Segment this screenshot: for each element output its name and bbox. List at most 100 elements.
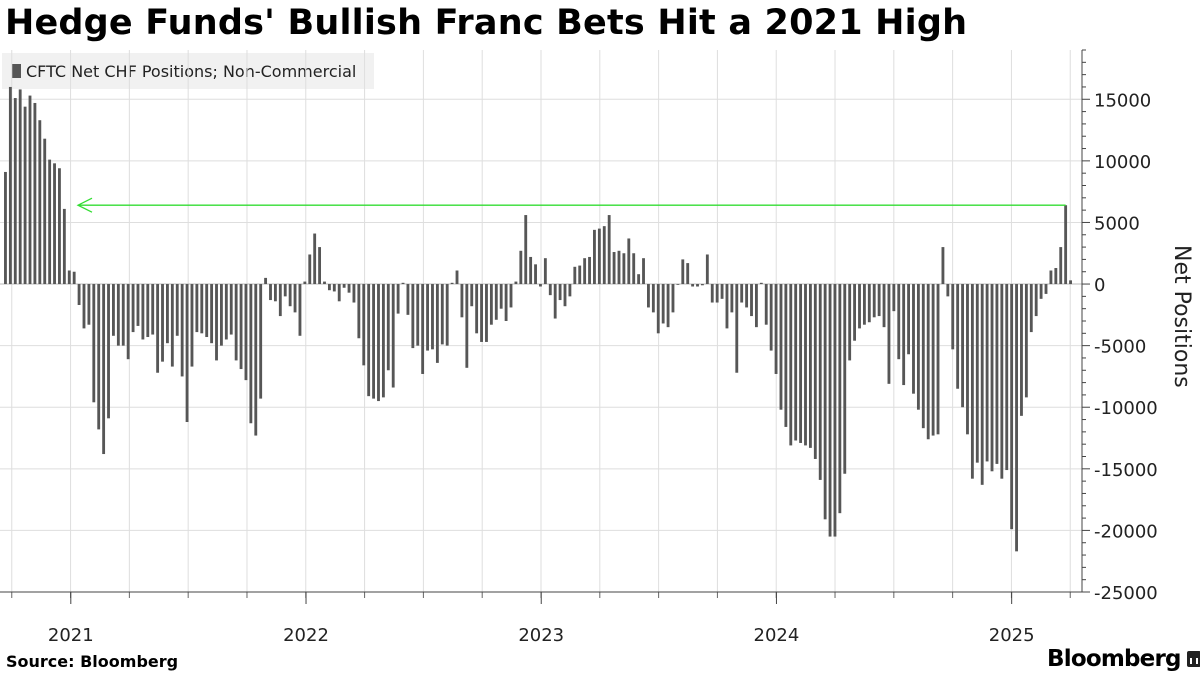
bar xyxy=(161,284,164,362)
bar xyxy=(985,284,989,462)
bar xyxy=(907,284,910,355)
bar xyxy=(480,284,483,342)
bar xyxy=(352,284,356,303)
bar xyxy=(539,284,542,287)
bar xyxy=(406,284,410,315)
bar xyxy=(126,284,130,360)
bar xyxy=(8,86,12,285)
bar xyxy=(926,284,930,440)
bar xyxy=(951,284,955,350)
bar xyxy=(151,284,155,335)
bars xyxy=(4,86,1072,552)
bar xyxy=(882,284,886,328)
bar xyxy=(553,284,557,319)
bar xyxy=(195,284,199,333)
bar xyxy=(740,284,744,303)
bar xyxy=(327,284,331,291)
bar xyxy=(303,281,307,285)
bar xyxy=(1010,284,1014,530)
y-tick-label: -15000 xyxy=(1094,460,1158,481)
bar xyxy=(828,284,832,537)
bar xyxy=(431,284,434,350)
bar xyxy=(990,284,994,472)
bar xyxy=(632,253,636,285)
bar xyxy=(249,284,253,424)
source-note: Source: Bloomberg xyxy=(6,652,179,671)
bar xyxy=(568,284,572,297)
bar xyxy=(1039,284,1043,299)
y-tick-label: 15000 xyxy=(1094,90,1151,111)
bar xyxy=(219,284,223,346)
bar xyxy=(602,226,606,285)
bar xyxy=(543,258,547,285)
bar xyxy=(234,284,238,361)
y-tick-label: -25000 xyxy=(1094,583,1158,604)
bar xyxy=(323,281,326,285)
bar xyxy=(102,284,106,455)
bar xyxy=(190,284,194,367)
y-tick-label: -20000 xyxy=(1094,521,1158,542)
bar xyxy=(843,284,847,474)
bar xyxy=(489,284,493,325)
bar xyxy=(887,284,891,384)
bar xyxy=(548,284,552,296)
bar xyxy=(656,284,660,334)
bar xyxy=(558,284,562,301)
bar xyxy=(215,284,218,361)
bar xyxy=(210,284,214,344)
axes xyxy=(0,49,1090,604)
bar xyxy=(823,284,827,520)
bar xyxy=(534,264,537,285)
bar xyxy=(779,284,783,410)
bar xyxy=(416,284,420,346)
bar xyxy=(642,258,645,285)
bar xyxy=(941,247,945,285)
bar xyxy=(347,284,351,293)
bar xyxy=(43,138,47,285)
bar xyxy=(858,284,861,329)
bar xyxy=(813,284,817,459)
legend-label: CFTC Net CHF Positions; Non-Commercial xyxy=(26,61,357,81)
bar xyxy=(956,284,960,389)
bar xyxy=(681,259,685,285)
bar xyxy=(264,277,268,285)
bar xyxy=(141,284,145,340)
y-tick-label: 5000 xyxy=(1094,213,1140,234)
bar xyxy=(799,284,803,443)
bar xyxy=(1000,284,1004,479)
bar xyxy=(627,238,631,285)
bar xyxy=(229,284,233,335)
bar xyxy=(745,284,749,308)
bar xyxy=(62,208,66,285)
bar xyxy=(916,284,920,410)
bar xyxy=(853,284,857,341)
bar xyxy=(735,284,739,373)
x-tick-label: 2022 xyxy=(283,625,329,646)
y-axis-title: Net Positions xyxy=(1169,245,1194,388)
bar xyxy=(867,284,871,323)
bar xyxy=(391,284,395,388)
bar xyxy=(892,284,896,312)
bar xyxy=(283,284,287,297)
bar xyxy=(754,284,758,328)
bar xyxy=(946,284,950,297)
bar xyxy=(789,284,793,446)
bar xyxy=(671,284,675,313)
bar xyxy=(97,284,101,430)
bar xyxy=(804,284,807,446)
bar xyxy=(750,284,753,317)
x-tick-label: 2021 xyxy=(48,625,94,646)
bar xyxy=(28,95,32,285)
bar xyxy=(244,284,248,381)
bar xyxy=(705,254,709,285)
bar xyxy=(166,284,169,344)
bar xyxy=(666,284,670,328)
bar xyxy=(818,284,822,480)
annotation-arrowhead xyxy=(76,197,93,213)
bar xyxy=(808,284,812,448)
bar xyxy=(259,284,263,399)
bar xyxy=(921,284,925,429)
brand-logo: Bloomberg xyxy=(1047,646,1200,672)
bar xyxy=(357,284,361,339)
y-tick-label: -5000 xyxy=(1094,337,1146,358)
